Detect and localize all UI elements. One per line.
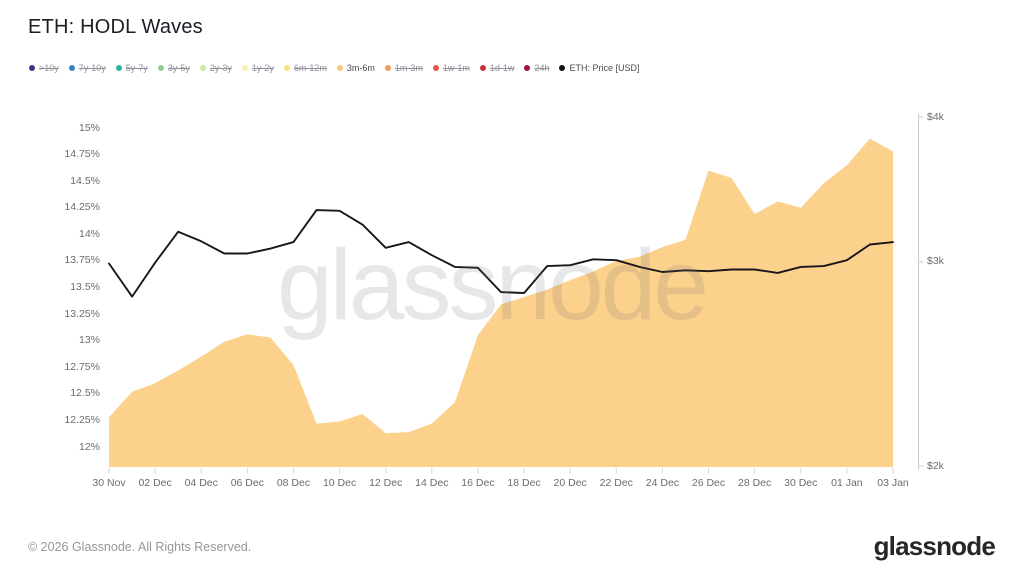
- x-tick-label: 14 Dec: [415, 477, 449, 489]
- legend-dot: [384, 65, 391, 71]
- x-tick-label: 04 Dec: [184, 477, 218, 489]
- left-axis-tick-label: 12.5%: [70, 387, 100, 400]
- legend: >10y 7y-10y 5y-7y 3y-5y 2y-3y 1y-2y 6m-12m 3m-6…: [29, 63, 639, 73]
- legend-dot: [29, 65, 35, 71]
- legend-item-1d-1w[interactable]: 1d-1w: [479, 63, 515, 73]
- x-tick-label: 16 Dec: [461, 477, 495, 489]
- right-axis-tick-label: $2k: [927, 459, 944, 472]
- legend-item-3m-6m[interactable]: 3m-6m: [336, 63, 375, 73]
- x-tick-label: 10 Dec: [322, 477, 357, 489]
- legend-label: 1m-3m: [394, 63, 423, 73]
- x-tick-label: 22 Dec: [599, 477, 633, 489]
- legend-label: 6m-12m: [293, 63, 327, 73]
- legend-label: ETH: Price [USD]: [569, 63, 640, 73]
- legend-dot: [68, 65, 75, 71]
- legend-dot: [283, 65, 290, 71]
- x-tick-label: 20 Dec: [553, 477, 587, 489]
- copyright-text: © 2026 Glassnode. All Rights Reserved.: [28, 540, 252, 554]
- legend-label: 1y-2y: [251, 63, 274, 73]
- legend-item-10y[interactable]: >10y: [29, 63, 59, 73]
- legend-dot: [479, 65, 486, 71]
- left-axis-tick-label: 14.75%: [64, 148, 100, 161]
- x-tick-label: 18 Dec: [507, 477, 541, 489]
- legend-dot: [157, 65, 164, 71]
- legend-label: 7y-10y: [78, 63, 106, 73]
- x-tick-label: 28 Dec: [738, 477, 772, 489]
- x-tick-label: 01 Jan: [831, 477, 863, 489]
- legend-dot: [524, 65, 531, 71]
- legend-item-2y-3y[interactable]: 2y-3y: [199, 63, 232, 73]
- legend-label: 1w-1m: [442, 63, 470, 73]
- legend-item-1m-3m[interactable]: 1m-3m: [384, 63, 423, 73]
- glassnode-logo: glassnode: [873, 531, 996, 561]
- left-axis-tick-label: 13%: [78, 334, 100, 347]
- left-axis-tick-label: 14.5%: [70, 174, 100, 187]
- legend-item-24h[interactable]: 24h: [524, 63, 549, 73]
- legend-label: 2y-3y: [209, 63, 232, 73]
- left-axis-tick-label: 13.25%: [64, 307, 100, 320]
- page-title: ETH: HODL Waves: [28, 16, 203, 38]
- x-tick-label: 12 Dec: [369, 477, 403, 489]
- left-axis-tick-label: 13.75%: [64, 254, 100, 267]
- legend-label: 3m-6m: [346, 63, 375, 73]
- x-tick-label: 03 Jan: [877, 477, 909, 489]
- legend-item-1y-2y[interactable]: 1y-2y: [241, 63, 274, 73]
- x-tick-label: 30 Dec: [784, 477, 818, 489]
- right-axis-line: [918, 113, 924, 470]
- left-axis-tick-label: 14.25%: [64, 201, 100, 214]
- x-tick-label: 02 Dec: [138, 477, 172, 489]
- x-tick-label: 24 Dec: [645, 477, 680, 489]
- left-axis-tick-label: 12.75%: [64, 360, 100, 373]
- x-tick-label: 06 Dec: [230, 477, 264, 489]
- legend-item-1w-1m[interactable]: 1w-1m: [432, 63, 470, 73]
- legend-dot: [115, 65, 122, 71]
- legend-label: 3y-5y: [167, 63, 190, 73]
- left-axis-tick-label: 12.25%: [64, 413, 100, 426]
- right-axis-tick-label: $4k: [927, 110, 944, 123]
- legend-label: 5y-7y: [125, 63, 148, 73]
- legend-item-eth-price-usd[interactable]: ETH: Price [USD]: [559, 63, 639, 73]
- legend-item-6m-12m[interactable]: 6m-12m: [283, 63, 327, 73]
- legend-label: 24h: [534, 63, 550, 73]
- legend-label: >10y: [39, 63, 59, 73]
- legend-dot: [336, 65, 343, 71]
- x-tick-label: 08 Dec: [276, 477, 311, 489]
- x-tick-label: 30 Nov: [92, 477, 126, 489]
- legend-dot: [241, 65, 248, 71]
- left-axis-tick-label: 14%: [78, 227, 100, 240]
- legend-item-3y-5y[interactable]: 3y-5y: [157, 63, 190, 73]
- eth-price-line: [108, 209, 894, 298]
- right-axis-tick-label: $3k: [927, 255, 944, 268]
- left-axis-tick-label: 15%: [78, 121, 100, 134]
- legend-dot: [432, 65, 439, 71]
- left-axis-tick-label: 13.5%: [70, 281, 100, 293]
- legend-dot: [199, 65, 206, 71]
- x-tick-label: 26 Dec: [691, 477, 726, 489]
- left-axis-tick-label: 12%: [78, 440, 100, 453]
- legend-dot: [559, 65, 566, 71]
- legend-item-7y-10y[interactable]: 7y-10y: [68, 63, 106, 73]
- legend-item-5y-7y[interactable]: 5y-7y: [115, 63, 148, 73]
- x-axis-ticks: [108, 468, 894, 474]
- legend-label: 1d-1w: [489, 63, 515, 73]
- hodl-wave-3m-6m-area: [109, 138, 893, 467]
